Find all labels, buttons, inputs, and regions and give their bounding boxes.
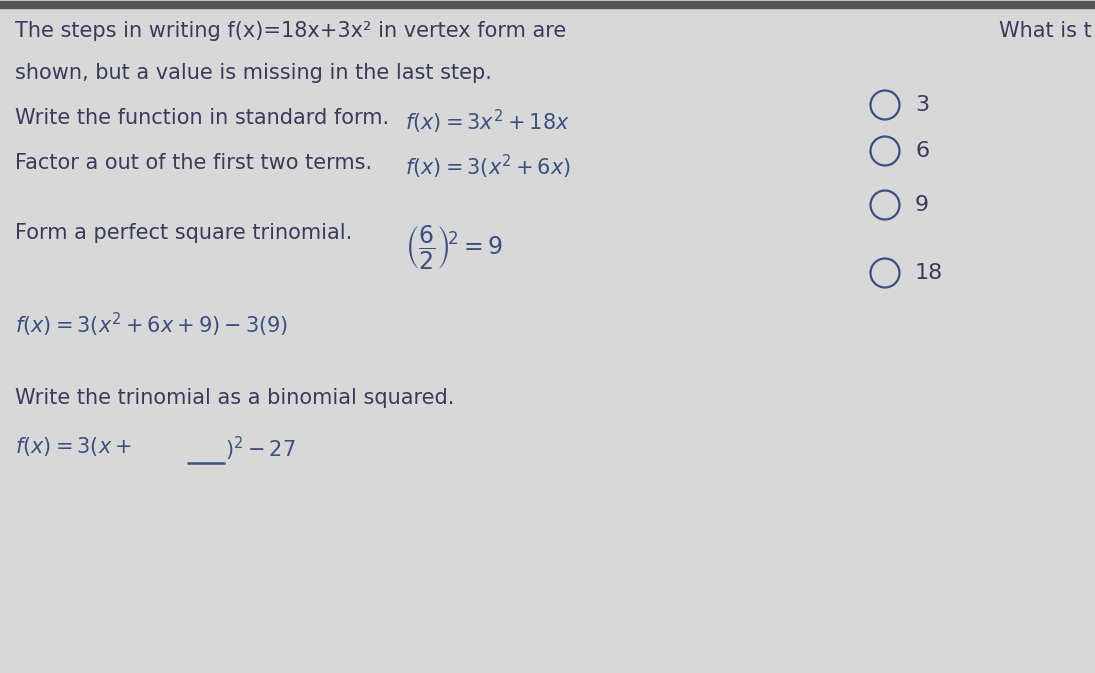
Text: shown, but a value is missing in the last step.: shown, but a value is missing in the las…: [15, 63, 492, 83]
Text: Write the function in standard form.: Write the function in standard form.: [15, 108, 389, 128]
Text: 3: 3: [915, 95, 930, 115]
Text: 9: 9: [915, 195, 930, 215]
Text: $\left(\dfrac{6}{2}\right)^{\!2} = 9$: $\left(\dfrac{6}{2}\right)^{\!2} = 9$: [405, 223, 504, 271]
Text: $f(x) = 3x^2 + 18x$: $f(x) = 3x^2 + 18x$: [405, 108, 569, 136]
Text: Form a perfect square trinomial.: Form a perfect square trinomial.: [15, 223, 353, 243]
Text: $f(x)=3(x^2+6x+9)-3(9)$: $f(x)=3(x^2+6x+9)-3(9)$: [15, 311, 288, 339]
Text: What is t: What is t: [1000, 21, 1092, 41]
Text: $f(x)=3(x+$: $f(x)=3(x+$: [15, 435, 131, 458]
Text: $f(x)=3(x^2+6x)$: $f(x)=3(x^2+6x)$: [405, 153, 570, 181]
Text: 18: 18: [915, 263, 943, 283]
Text: $)^2-27$: $)^2-27$: [224, 435, 296, 463]
Text: Write the trinomial as a binomial squared.: Write the trinomial as a binomial square…: [15, 388, 454, 408]
Text: Factor a out of the first two terms.: Factor a out of the first two terms.: [15, 153, 372, 173]
Text: 6: 6: [915, 141, 930, 161]
Text: The steps in writing f(x)=18x+3x² in vertex form are: The steps in writing f(x)=18x+3x² in ver…: [15, 21, 566, 41]
